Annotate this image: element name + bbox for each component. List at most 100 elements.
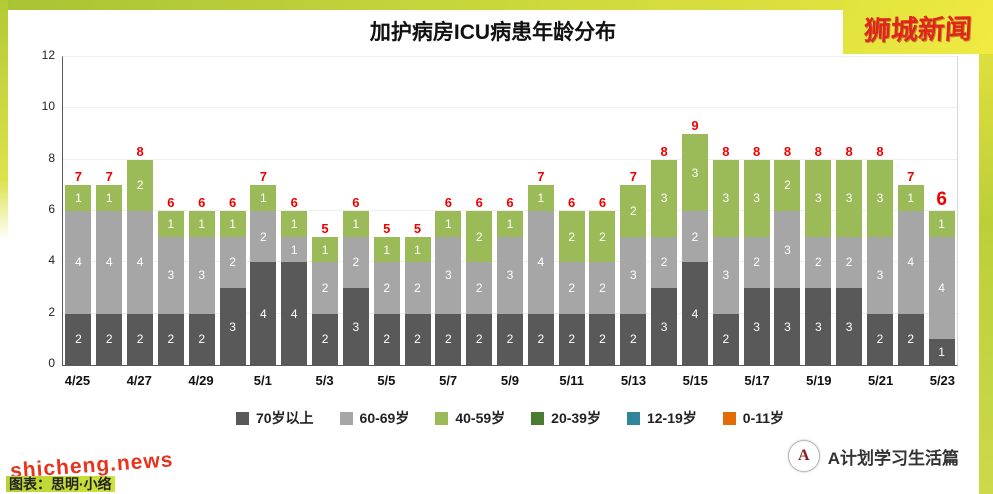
legend-label: 20-39岁 — [551, 410, 601, 426]
gridline — [63, 56, 957, 57]
bar-segment: 2 — [466, 211, 493, 263]
y-tick-label: 12 — [41, 48, 55, 62]
brand-logo-text: 狮城新闻 — [863, 13, 973, 46]
bar-total-label: 5 — [413, 220, 422, 236]
bar-total-label: 7 — [907, 169, 915, 185]
bar-total-label: 6 — [475, 195, 483, 211]
bar-segment: 2 — [250, 211, 277, 263]
bar-segment: 4 — [65, 211, 92, 314]
channel-logo-icon: A — [787, 440, 820, 472]
bar-total-label: 8 — [814, 143, 822, 159]
bar-segment: 1 — [281, 211, 308, 237]
bar-segment: 3 — [219, 288, 246, 365]
chart-credit: 图表：思明·小络 — [6, 474, 115, 494]
bar-segment: 3 — [743, 159, 770, 237]
bar-total-label: 6 — [290, 195, 298, 211]
x-tick-label — [896, 373, 927, 388]
x-tick-label: 5/3 — [315, 373, 334, 388]
x-tick-label: 4/29 — [188, 373, 214, 388]
x-tick-label: 5/19 — [806, 373, 832, 388]
bar-segment: 1 — [281, 236, 308, 263]
bar-segment: 2 — [65, 313, 92, 365]
y-axis: 0 2 4 6 8 10 12 — [28, 49, 62, 369]
bar-segment: 1 — [928, 211, 955, 237]
bar-total-label: 8 — [660, 143, 668, 159]
chart-credit-text: 图表：思明·小络 — [6, 476, 115, 492]
bar-segment: 3 — [836, 159, 863, 237]
bar-segment: 1 — [404, 236, 431, 263]
bar-segment: 1 — [928, 339, 955, 365]
bar-segment: 2 — [404, 313, 431, 365]
x-tick-label — [278, 373, 309, 388]
bar-segment: 1 — [250, 185, 277, 212]
bar-segment: 1 — [342, 211, 369, 237]
legend-item: 12-19岁 — [626, 408, 697, 428]
legend: 70岁以上 60-69岁 40-59岁 20-39岁 12-19岁 0-11岁 — [62, 408, 958, 428]
legend-item: 0-11岁 — [722, 408, 785, 428]
bar-total-label: 6 — [568, 195, 576, 211]
legend-item: 20-39岁 — [531, 408, 601, 428]
bar-segment: 2 — [558, 313, 585, 365]
bar-segment: 3 — [774, 211, 801, 288]
bar-segment: 2 — [589, 313, 616, 365]
bar-segment: 1 — [373, 236, 400, 263]
legend-item: 40-59岁 — [435, 408, 505, 428]
bar-total-label: 5 — [321, 220, 329, 236]
bar-segment: 1 — [188, 211, 215, 237]
bar-segment: 3 — [866, 159, 893, 237]
x-tick-label — [834, 373, 865, 388]
bar-total-label: 6 — [598, 195, 607, 211]
legend-label: 70岁以上 — [255, 410, 314, 426]
bar-total-label: 7 — [259, 169, 267, 185]
bar-segment: 2 — [805, 236, 832, 288]
legend-swatch — [722, 411, 736, 425]
bar-segment: 4 — [250, 262, 277, 365]
legend-label: 0-11岁 — [742, 410, 785, 426]
x-tick-label: 5/17 — [744, 373, 770, 388]
bar-segment: 1 — [897, 185, 924, 212]
bar-segment: 2 — [466, 313, 493, 365]
x-tick-label — [155, 373, 186, 388]
y-tick-label: 4 — [48, 253, 55, 268]
x-tick-label: 4/25 — [64, 373, 91, 388]
bar-segment: 1 — [497, 211, 523, 237]
bar-segment: 3 — [743, 288, 770, 365]
y-tick-label: 8 — [48, 150, 55, 165]
x-axis: 4/25 4/27 4/29 5/1 5/3 5/5 5/7 5/9 5/11 5/13 5/15 5… — [62, 373, 958, 388]
legend-label: 60-69岁 — [359, 410, 410, 426]
bar-segment: 4 — [127, 211, 154, 314]
bar-segment: 2 — [620, 185, 647, 237]
x-tick-label — [525, 373, 556, 388]
y-tick-label: 10 — [41, 99, 55, 114]
bar-segment: 2 — [404, 262, 431, 314]
legend-label: 12-19岁 — [646, 410, 697, 426]
bar-segment: 3 — [712, 159, 739, 237]
bar-total-label: 6 — [228, 195, 237, 211]
bar-total-label: 6 — [444, 195, 452, 211]
x-tick-label: 5/7 — [439, 373, 458, 388]
x-tick-label — [340, 373, 371, 388]
x-tick-label: 5/23 — [929, 373, 956, 388]
bar-segment: 2 — [866, 313, 893, 365]
bar-total-label: 8 — [136, 143, 144, 159]
legend-swatch — [339, 411, 353, 425]
x-tick-label: 5/11 — [559, 373, 584, 388]
legend-swatch — [435, 411, 449, 425]
bar-segment: 2 — [497, 313, 523, 365]
channel-name: A计划学习生活篇 — [827, 448, 959, 468]
